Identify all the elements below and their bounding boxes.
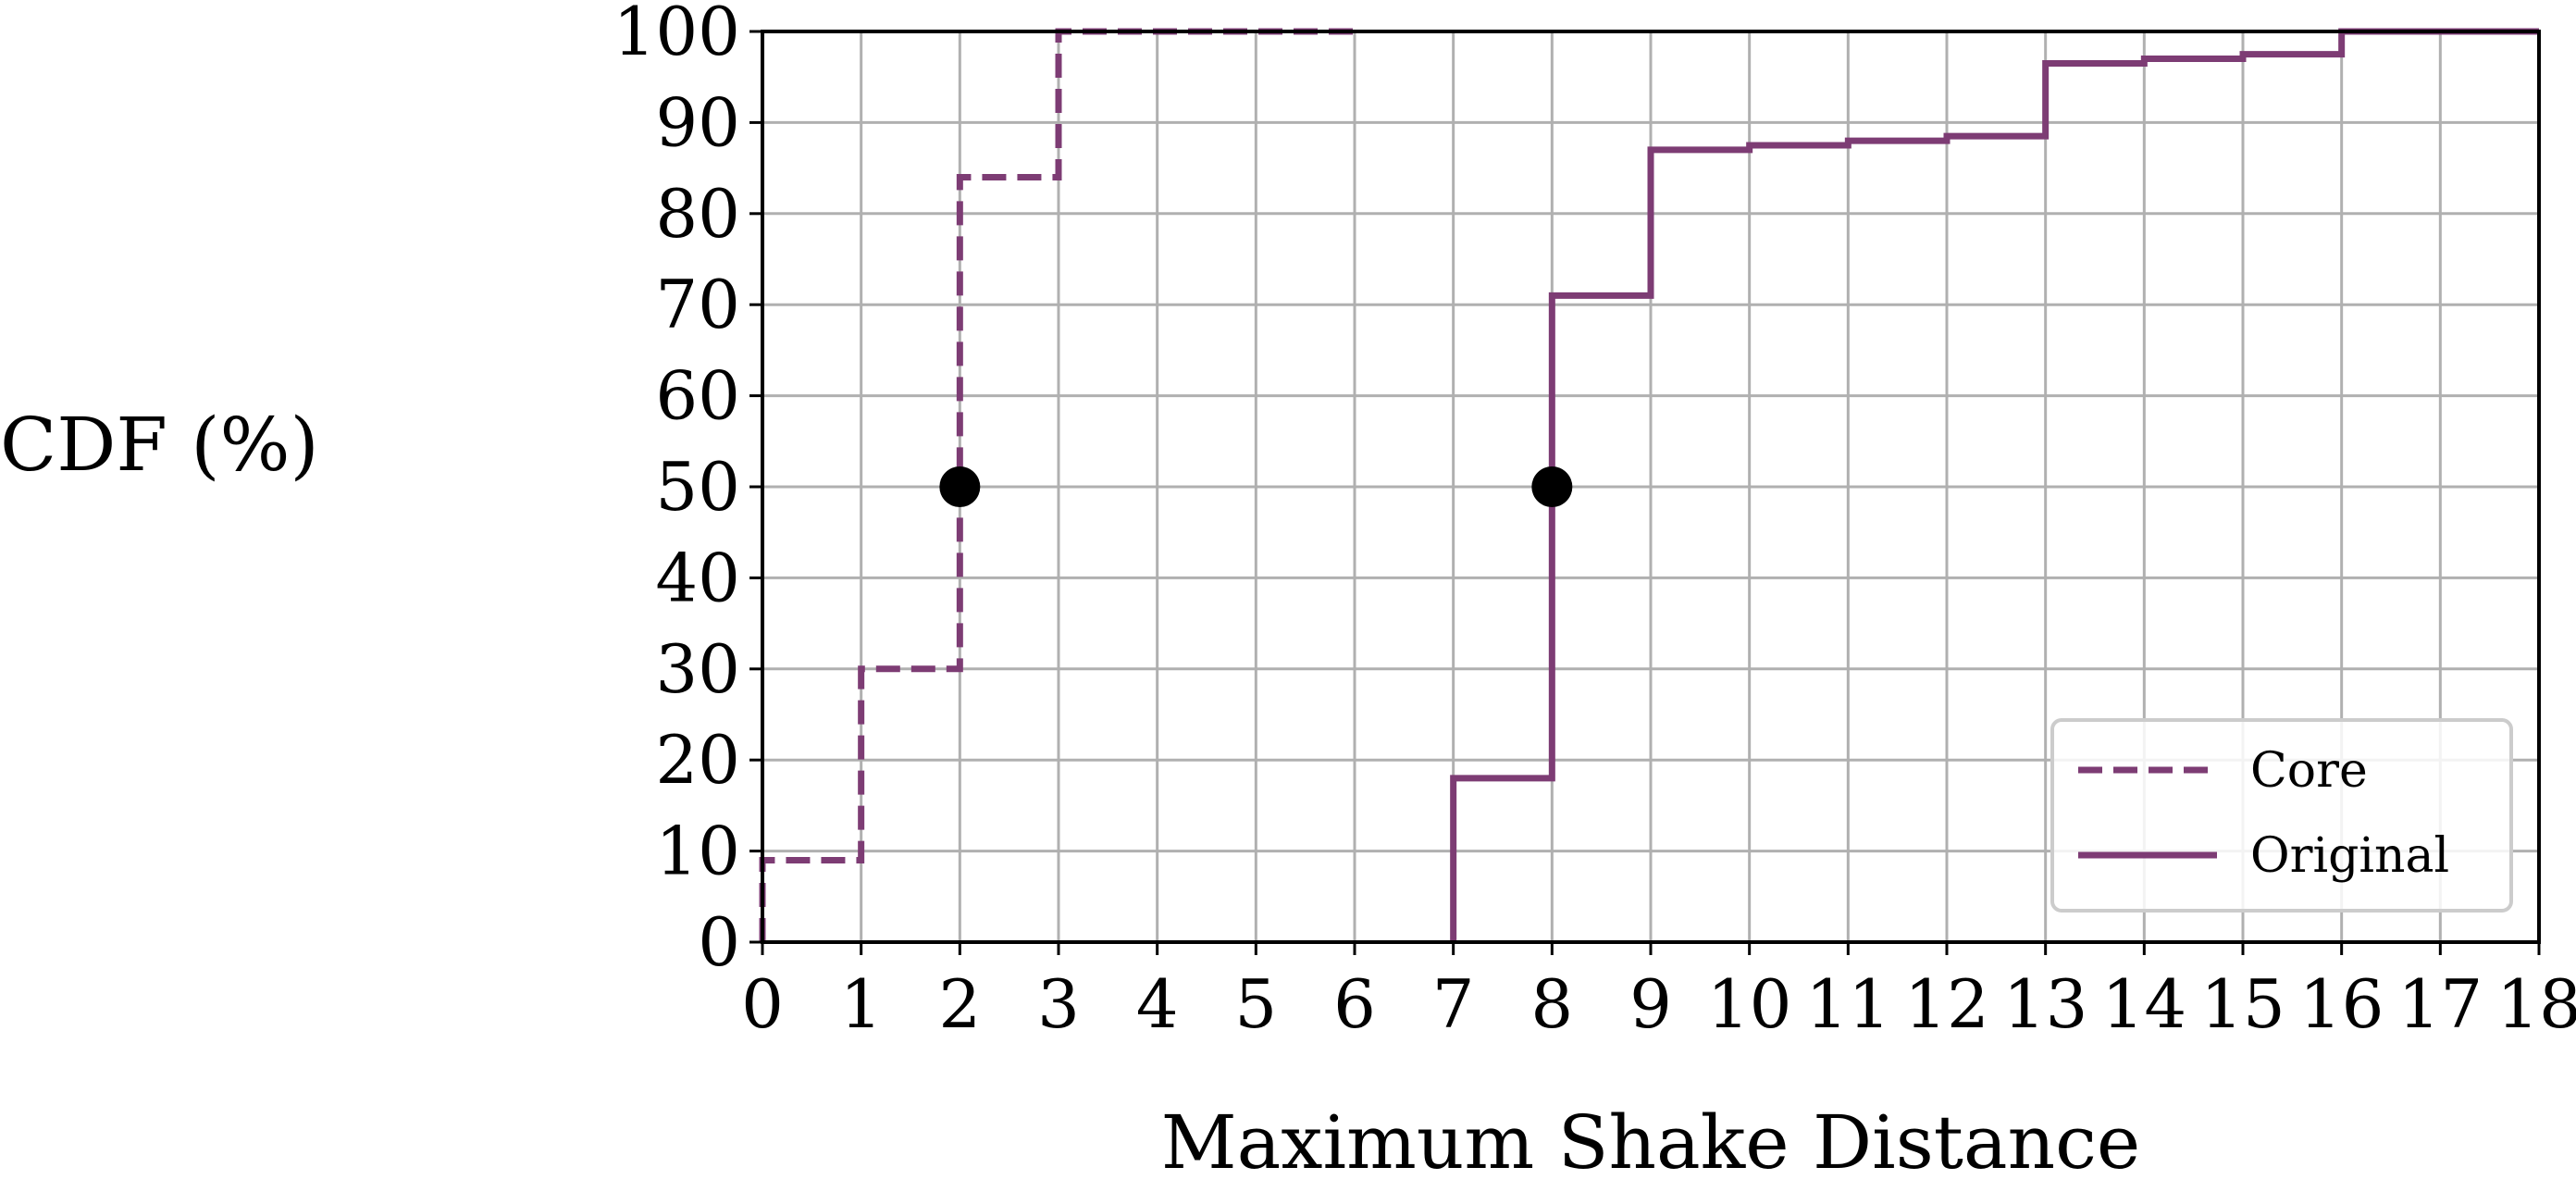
x-tick-label: 13 [2003,965,2088,1043]
y-tick-label: 20 [655,721,740,799]
y-tick-label: 100 [613,0,740,70]
x-tick-label: 9 [1629,965,1672,1043]
y-tick-label: 80 [655,175,740,253]
x-tick-label: 18 [2496,965,2576,1043]
y-tick-label: 10 [655,813,740,890]
median-markers [939,466,1573,507]
y-tick-label: 50 [655,448,740,526]
y-tick-label: 30 [655,630,740,708]
x-tick-label: 15 [2200,965,2285,1043]
x-tick-label: 17 [2398,965,2483,1043]
ticks: 0 1 2 3 4 5 6 7 8 9 10 11 12 13 14 15 16 17 18010203040506… [613,0,2576,1043]
series-core-line [759,28,1355,942]
median-marker [1531,466,1573,507]
x-tick-label: 1 [840,965,883,1043]
series-layer [759,28,2539,942]
median-marker [939,466,981,507]
legend-original-label: Original [2250,828,2449,884]
x-tick-label: 3 [1037,965,1080,1043]
x-tick-label: 16 [2299,965,2384,1043]
legend-core-label: Core [2250,743,2368,799]
y-tick-label: 0 [698,903,740,981]
x-tick-label: 6 [1333,965,1376,1043]
x-tick-label: 12 [1904,965,1989,1043]
x-tick-label: 10 [1707,965,1792,1043]
x-tick-label: 2 [938,965,981,1043]
y-tick-label: 60 [655,357,740,435]
y-tick-label: 40 [655,539,740,616]
x-tick-label: 14 [2102,965,2187,1043]
x-tick-label: 11 [1806,965,1891,1043]
x-axis-title: Maximum Shake Distance [1161,1099,2141,1186]
x-tick-label: 4 [1136,965,1179,1043]
x-tick-label: 7 [1432,965,1475,1043]
y-tick-label: 70 [655,266,740,343]
legend: Core Original [2050,718,2513,913]
x-tick-label: 0 [741,965,784,1043]
x-tick-label: 8 [1530,965,1573,1043]
x-tick-label: 5 [1234,965,1277,1043]
y-tick-label: 90 [655,83,740,161]
y-axis-title: CDF (%) [0,402,319,488]
series-original-line [1450,28,2539,942]
